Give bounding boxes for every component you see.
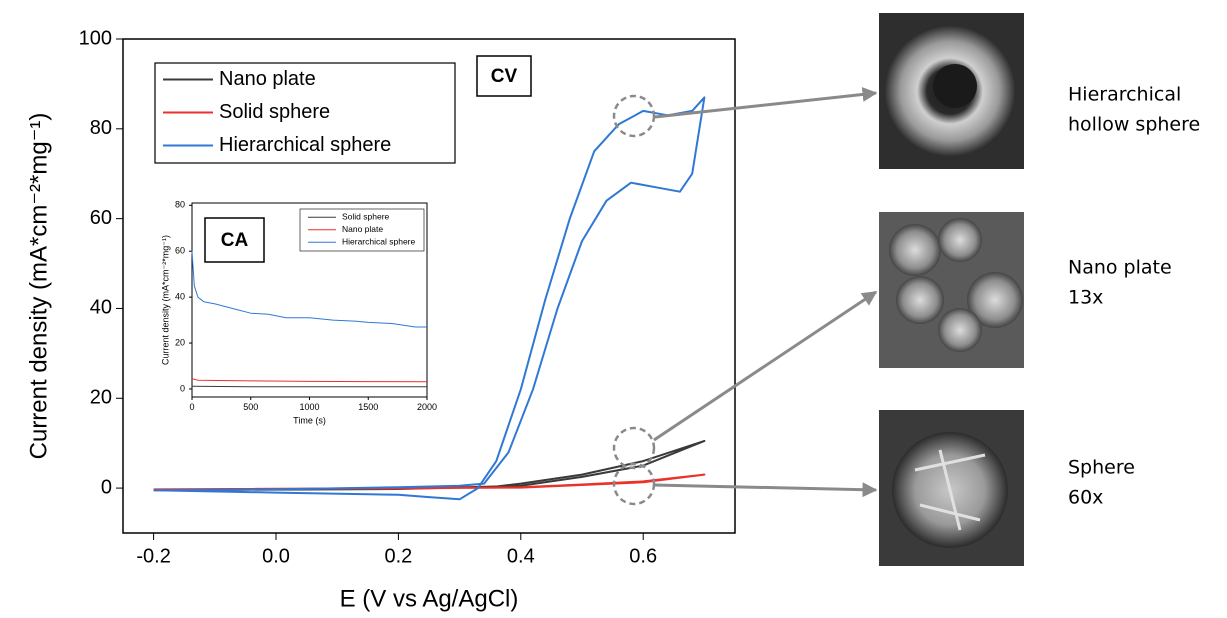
x-tick-label: 2000 <box>417 402 437 412</box>
sem-image <box>879 410 1024 566</box>
y-tick-label: 60 <box>90 207 112 229</box>
callout-circle <box>612 426 656 470</box>
callout-arrow <box>653 482 878 498</box>
x-tick-label: 0.4 <box>507 545 535 567</box>
legend-label: Solid sphere <box>342 212 390 222</box>
x-tick-label: 0 <box>189 402 194 412</box>
legend-label: Nano plate <box>219 68 316 90</box>
y-tick-label: 100 <box>79 27 112 49</box>
image-label: Nano plate <box>1068 257 1172 279</box>
legend-label: Hierarchical sphere <box>342 237 415 247</box>
annotation-box <box>204 217 265 263</box>
sem-image <box>879 212 1024 368</box>
y-axis-label: Current density (mA*cm⁻²*mg⁻¹) <box>160 235 170 365</box>
data-line <box>153 473 706 491</box>
x-tick-label: 0.0 <box>262 545 290 567</box>
x-tick-label: 500 <box>243 402 258 412</box>
image-label: 13x <box>1068 287 1103 309</box>
data-line <box>191 385 427 388</box>
y-tick-label: 0 <box>101 476 112 498</box>
legend-label: Nano plate <box>342 224 383 234</box>
annotation: CA <box>221 230 249 251</box>
x-tick-label: -0.2 <box>136 545 170 567</box>
x-axis-label: Time (s) <box>293 415 326 425</box>
callout-arrow <box>653 290 878 442</box>
x-tick-label: 0.2 <box>384 545 412 567</box>
x-axis-label: E (V vs Ag/AgCl) <box>340 585 519 612</box>
image-label: hollow sphere <box>1068 114 1200 136</box>
callout-circle <box>612 462 656 506</box>
y-axis-label: Current density (mA*cm⁻²*mg⁻¹) <box>25 113 52 460</box>
y-tick-label: 0 <box>180 383 185 393</box>
image-label: Hierarchical <box>1068 84 1181 106</box>
callout-circle <box>612 94 656 138</box>
data-line <box>191 251 427 328</box>
y-tick-label: 80 <box>175 200 185 210</box>
legend-label: Solid sphere <box>219 101 330 123</box>
image-label: 60x <box>1068 487 1103 509</box>
y-tick-label: 40 <box>90 297 112 319</box>
image-label: Sphere <box>1068 457 1135 479</box>
y-tick-label: 20 <box>90 387 112 409</box>
y-tick-label: 80 <box>90 117 112 139</box>
annotation-box <box>476 55 532 97</box>
x-tick-label: 1000 <box>299 402 319 412</box>
y-tick-label: 60 <box>175 246 185 256</box>
y-tick-label: 40 <box>175 292 185 302</box>
x-tick-label: 1500 <box>358 402 378 412</box>
data-line <box>153 96 706 501</box>
annotation: CV <box>491 66 518 87</box>
sem-image <box>879 13 1024 169</box>
data-line <box>191 378 428 383</box>
legend-label: Hierarchical sphere <box>219 134 391 156</box>
callout-arrow <box>654 87 878 119</box>
y-tick-label: 20 <box>175 337 185 347</box>
x-tick-label: 0.6 <box>629 545 657 567</box>
